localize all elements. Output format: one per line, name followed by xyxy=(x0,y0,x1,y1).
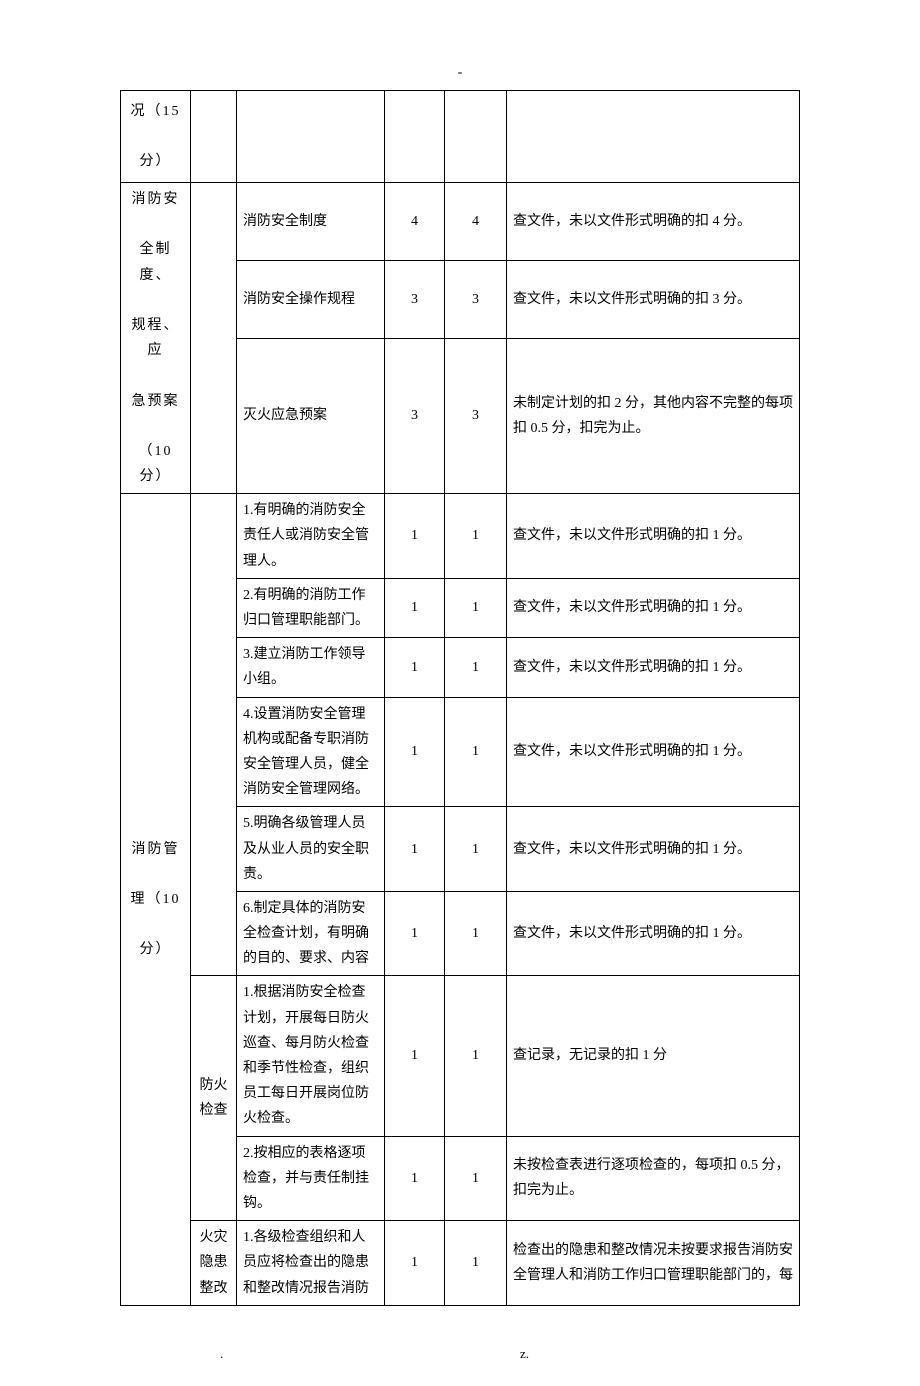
cell-score: 1 xyxy=(385,578,445,637)
cell-score2: 3 xyxy=(445,260,507,338)
cell-item: 5.明确各级管理人员及从业人员的安全职责。 xyxy=(237,807,385,892)
cell-item: 2.有明确的消防工作归口管理职能部门。 xyxy=(237,578,385,637)
cell-item: 3.建立消防工作领导小组。 xyxy=(237,638,385,697)
cell-score: 1 xyxy=(385,807,445,892)
table-row: 防火检查 1.根据消防安全检查计划，开展每日防火巡查、每月防火检查和季节性检查，… xyxy=(121,976,800,1136)
cell-score: 1 xyxy=(385,494,445,579)
cell-criteria: 查文件，未以文件形式明确的扣 1 分。 xyxy=(507,638,800,697)
cell-criteria xyxy=(507,91,800,183)
header-dash: - xyxy=(458,65,463,81)
cell-item: 6.制定具体的消防安全检查计划，有明确的目的、要求、内容 xyxy=(237,891,385,976)
cell-score2: 4 xyxy=(445,183,507,261)
cell-sub: 防火检查 xyxy=(191,976,237,1221)
cell-score2: 1 xyxy=(445,976,507,1136)
cell-criteria: 查文件，未以文件形式明确的扣 1 分。 xyxy=(507,578,800,637)
cell-item: 4.设置消防安全管理机构或配备专职消防安全管理人员，健全消防安全管理网络。 xyxy=(237,697,385,807)
cell-score2: 1 xyxy=(445,697,507,807)
cell-score2: 1 xyxy=(445,1221,507,1306)
cell-item: 1.各级检查组织和人员应将检查出的隐患和整改情况报告消防 xyxy=(237,1221,385,1306)
cell-score2: 1 xyxy=(445,494,507,579)
assessment-table: 况（15 分） 消防安 全制度、 规程、应 急预案 （10 分） 消防安全制度 … xyxy=(120,90,800,1306)
cell-category: 消防管 理（10 分） xyxy=(121,494,191,1305)
cell-score: 1 xyxy=(385,697,445,807)
cell-score: 3 xyxy=(385,260,445,338)
cell-score: 3 xyxy=(385,338,445,494)
cell-score: 1 xyxy=(385,638,445,697)
footer-dot: . xyxy=(220,1346,223,1362)
cell-criteria: 查记录，无记录的扣 1 分 xyxy=(507,976,800,1136)
cell-sub xyxy=(191,183,237,494)
cell-score2: 1 xyxy=(445,891,507,976)
table-row: 况（15 分） xyxy=(121,91,800,183)
cell-score: 1 xyxy=(385,1221,445,1306)
cell-score2: 1 xyxy=(445,807,507,892)
cell-score2: 1 xyxy=(445,1136,507,1221)
cell-score2 xyxy=(445,91,507,183)
cell-item: 消防安全制度 xyxy=(237,183,385,261)
cell-sub xyxy=(191,91,237,183)
cell-item: 2.按相应的表格逐项检查，并与责任制挂钩。 xyxy=(237,1136,385,1221)
cell-item: 1.有明确的消防安全责任人或消防安全管理人。 xyxy=(237,494,385,579)
cell-score: 4 xyxy=(385,183,445,261)
cell-criteria: 查文件，未以文件形式明确的扣 1 分。 xyxy=(507,494,800,579)
cell-criteria: 未制定计划的扣 2 分，其他内容不完整的每项扣 0.5 分，扣完为止。 xyxy=(507,338,800,494)
footer-z: z. xyxy=(520,1346,529,1362)
cell-criteria: 查文件，未以文件形式明确的扣 4 分。 xyxy=(507,183,800,261)
cell-criteria: 检查出的隐患和整改情况未按要求报告消防安全管理人和消防工作归口管理职能部门的，每 xyxy=(507,1221,800,1306)
cell-item xyxy=(237,91,385,183)
cell-score xyxy=(385,91,445,183)
cell-criteria: 查文件，未以文件形式明确的扣 3 分。 xyxy=(507,260,800,338)
cell-item: 消防安全操作规程 xyxy=(237,260,385,338)
table-row: 消防安 全制度、 规程、应 急预案 （10 分） 消防安全制度 4 4 查文件，… xyxy=(121,183,800,261)
cell-score: 1 xyxy=(385,976,445,1136)
cell-sub xyxy=(191,494,237,976)
cell-score2: 1 xyxy=(445,638,507,697)
cell-score2: 3 xyxy=(445,338,507,494)
cell-score2: 1 xyxy=(445,578,507,637)
cell-score: 1 xyxy=(385,1136,445,1221)
cell-item: 灭火应急预案 xyxy=(237,338,385,494)
cell-item: 1.根据消防安全检查计划，开展每日防火巡查、每月防火检查和季节性检查，组织员工每… xyxy=(237,976,385,1136)
cell-category: 况（15 分） xyxy=(121,91,191,183)
table-row: 火灾隐患整改 1.各级检查组织和人员应将检查出的隐患和整改情况报告消防 1 1 … xyxy=(121,1221,800,1306)
cell-score: 1 xyxy=(385,891,445,976)
cell-criteria: 查文件，未以文件形式明确的扣 1 分。 xyxy=(507,807,800,892)
table-row: 消防管 理（10 分） 1.有明确的消防安全责任人或消防安全管理人。 1 1 查… xyxy=(121,494,800,579)
cell-category: 消防安 全制度、 规程、应 急预案 （10 分） xyxy=(121,183,191,494)
cell-sub: 火灾隐患整改 xyxy=(191,1221,237,1306)
cell-criteria: 未按检查表进行逐项检查的，每项扣 0.5 分，扣完为止。 xyxy=(507,1136,800,1221)
cell-criteria: 查文件，未以文件形式明确的扣 1 分。 xyxy=(507,697,800,807)
cell-criteria: 查文件，未以文件形式明确的扣 1 分。 xyxy=(507,891,800,976)
